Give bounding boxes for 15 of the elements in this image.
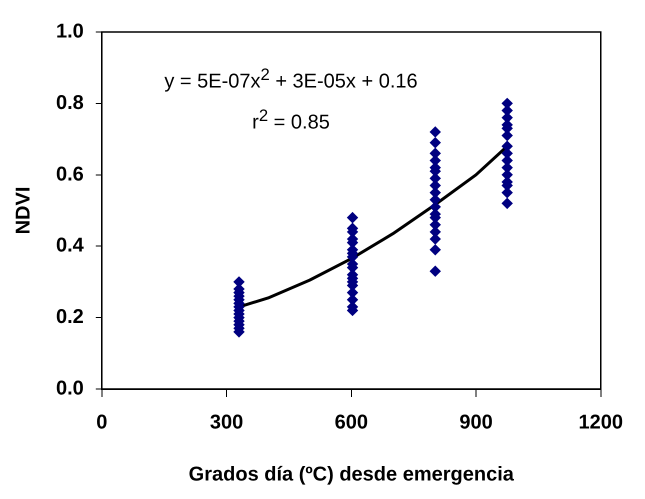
annotation: y = 5E-07x$^{2}$ + 3E-05x + 0.16 — [163, 64, 419, 95]
x-axis-title: Grados día (ºC) desde emergencia — [188, 464, 515, 486]
x-tick-label: 0 — [96, 412, 108, 434]
annotation: r$^{2}$ = 0.85 — [251, 104, 331, 136]
y-axis-title: NDVI — [12, 186, 35, 234]
x-tick-label: 1200 — [578, 412, 624, 434]
y-tick-label: 0.6 — [56, 163, 84, 186]
x-tick-label: 600 — [334, 412, 368, 434]
y-tick-label: 1.0 — [56, 20, 84, 43]
y-tick-label: 0.8 — [56, 92, 84, 114]
y-tick-label: 0.4 — [56, 234, 85, 257]
x-tick-label: 300 — [210, 412, 244, 434]
y-tick-label: 0.2 — [56, 306, 84, 328]
x-tick-label: 900 — [459, 412, 493, 434]
y-tick-label: 0.0 — [56, 378, 84, 400]
